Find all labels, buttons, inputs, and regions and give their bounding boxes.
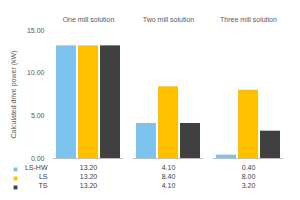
svg-text:13.20: 13.20 bbox=[80, 173, 98, 180]
svg-text:TS: TS bbox=[39, 182, 48, 189]
svg-text:0.00: 0.00 bbox=[31, 155, 45, 162]
svg-text:5.00: 5.00 bbox=[31, 112, 45, 119]
svg-text:15.00: 15.00 bbox=[27, 27, 45, 34]
svg-text:13.20: 13.20 bbox=[80, 182, 98, 189]
svg-text:One mill solution: One mill solution bbox=[63, 16, 115, 23]
svg-text:4.10: 4.10 bbox=[162, 182, 176, 189]
svg-text:0.40: 0.40 bbox=[242, 164, 256, 171]
svg-text:Two mill solution: Two mill solution bbox=[143, 16, 194, 23]
svg-text:8.40: 8.40 bbox=[162, 173, 176, 180]
svg-text:LS-HW: LS-HW bbox=[25, 164, 48, 171]
svg-text:3.20: 3.20 bbox=[242, 182, 256, 189]
svg-text:Three mill solution: Three mill solution bbox=[220, 16, 277, 23]
svg-text:LS: LS bbox=[39, 173, 48, 180]
svg-text:8.00: 8.00 bbox=[242, 173, 256, 180]
svg-text:10.00: 10.00 bbox=[27, 69, 45, 76]
svg-text:Calculated drive power (kW): Calculated drive power (kW) bbox=[10, 51, 18, 139]
svg-text:4.10: 4.10 bbox=[162, 164, 176, 171]
svg-text:13.20: 13.20 bbox=[80, 164, 98, 171]
